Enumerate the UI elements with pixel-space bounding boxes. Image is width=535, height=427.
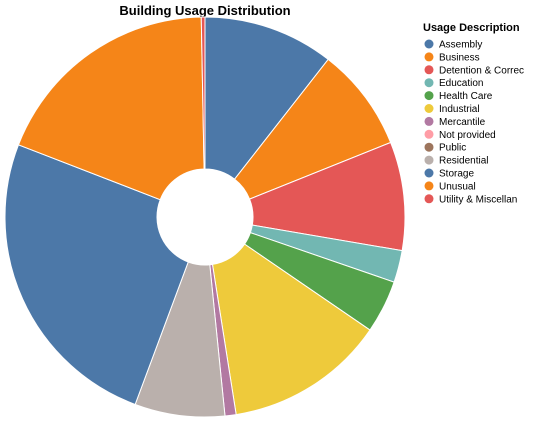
legend-label: Education <box>439 78 483 89</box>
legend-label: Utility & Miscellan <box>439 194 517 205</box>
legend-label: Public <box>439 143 466 154</box>
legend-label: Mercantile <box>439 117 486 128</box>
chart-title: Building Usage Distribution <box>119 3 290 18</box>
legend-swatch <box>424 78 434 88</box>
legend-label: Not provided <box>439 130 496 141</box>
legend-label: Detention & Correc <box>439 65 524 76</box>
legend-swatch <box>424 52 434 62</box>
legend-swatch <box>424 116 434 126</box>
legend-label: Residential <box>439 156 488 167</box>
legend-swatch <box>424 104 434 113</box>
pie-slice-detention-correc <box>248 141 406 252</box>
legend-label: Industrial <box>439 104 480 115</box>
pie-slice-unusual <box>17 16 205 201</box>
legend-label: Health Care <box>439 91 493 102</box>
pie-slice-industrial <box>211 243 371 416</box>
pie-slices <box>4 16 406 418</box>
legend-label: Business <box>439 52 480 63</box>
legend-swatch <box>424 39 434 49</box>
legend-swatch <box>424 129 434 139</box>
legend-label: Unusual <box>439 181 476 192</box>
pie-slice-storage <box>4 144 189 406</box>
legend-swatch <box>424 155 434 165</box>
legend-swatch <box>424 168 434 178</box>
pie-slice-assembly <box>204 16 329 180</box>
legend-swatch <box>424 181 434 191</box>
legend-swatch <box>424 142 434 152</box>
legend-swatch <box>424 65 434 75</box>
legend-label: Assembly <box>439 40 482 51</box>
legend-label: Storage <box>439 169 474 180</box>
legend-swatch <box>424 194 434 204</box>
legend-title: Usage Description <box>423 22 520 34</box>
pie-slice-utility-miscellan <box>200 16 206 170</box>
legend-swatch <box>424 91 434 101</box>
